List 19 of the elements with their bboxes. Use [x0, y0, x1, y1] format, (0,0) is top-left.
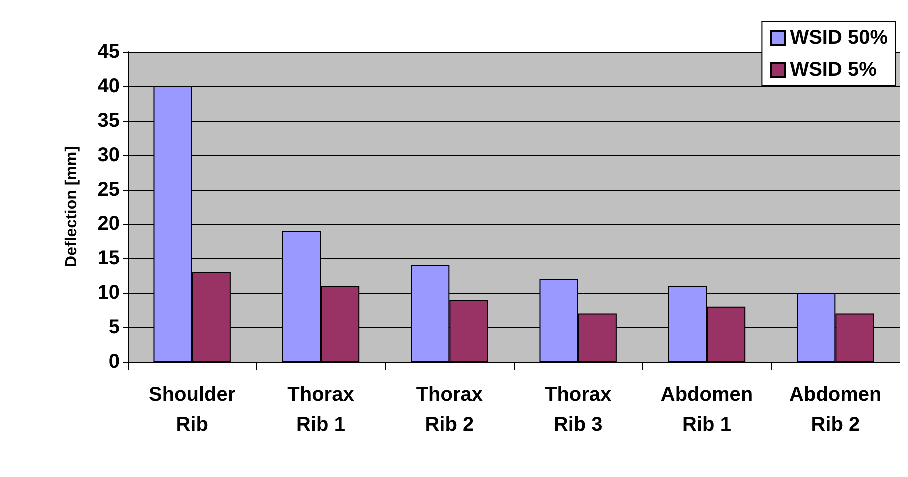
x-tick-label: Shoulder Rib: [148, 384, 236, 436]
y-tick-label: 40: [98, 75, 120, 98]
y-tick-label: 5: [108, 316, 120, 339]
legend-label: WSID 50%: [790, 27, 888, 49]
y-tick-label: 30: [98, 144, 120, 166]
y-tick-label: 45: [98, 41, 120, 63]
x-tick-label: Thorax Rib 2: [416, 384, 484, 436]
y-axis-title: Deflection [mm]: [64, 146, 80, 268]
y-tick-label: 0: [108, 351, 120, 373]
legend-label: WSID 5%: [790, 59, 878, 81]
y-tick-label: 15: [98, 248, 120, 270]
x-tick-label: Thorax Rib 3: [544, 384, 612, 436]
x-tick-label: Thorax Rib 1: [288, 384, 354, 436]
y-tick-label: 20: [98, 213, 120, 236]
x-tick-label: Abdomen Rib 1: [660, 384, 754, 436]
y-tick-label: 25: [98, 178, 120, 201]
x-tick-label: Abdomen Rib 2: [790, 384, 882, 436]
y-tick-label: 35: [98, 110, 120, 132]
y-tick-label: 10: [98, 282, 120, 304]
